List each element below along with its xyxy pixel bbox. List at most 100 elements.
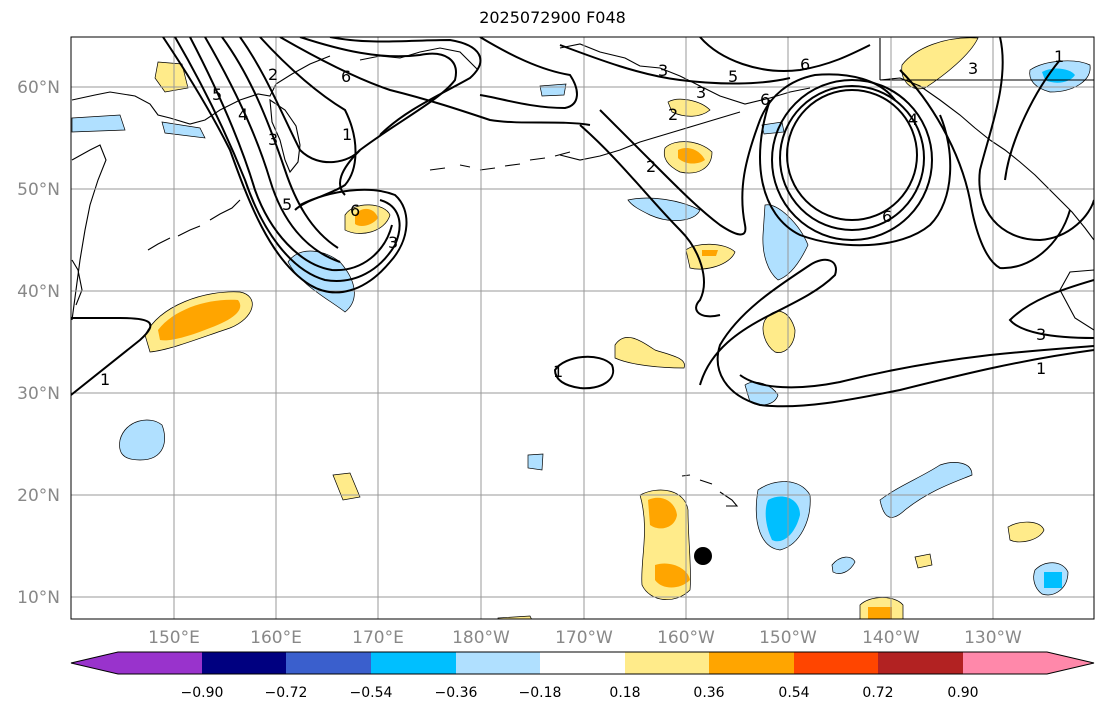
contour-line bbox=[259, 37, 357, 211]
shade-negative-area bbox=[527, 453, 544, 471]
shade-positive-area bbox=[667, 98, 711, 117]
contour-line bbox=[162, 37, 408, 294]
lon-label: 130°W bbox=[964, 628, 1022, 648]
colorbar-segment bbox=[202, 652, 286, 674]
contour-label: 3 bbox=[388, 233, 398, 252]
shade-positive-core bbox=[158, 299, 241, 341]
contour-label: 6 bbox=[800, 55, 810, 74]
colorbar-segment bbox=[794, 652, 878, 674]
contour-line bbox=[479, 37, 578, 110]
colorbar-extend-high bbox=[1047, 652, 1094, 674]
colorbar-segment bbox=[709, 652, 794, 674]
contour-label: 5 bbox=[728, 67, 738, 86]
contour-label: 6 bbox=[882, 207, 892, 226]
colorbar bbox=[70, 651, 1095, 675]
contour-line bbox=[204, 37, 341, 263]
coastlines bbox=[71, 38, 1094, 507]
shade-negative-area bbox=[71, 114, 126, 133]
shade-positive-area bbox=[154, 61, 189, 93]
lat-label: 20°N bbox=[17, 486, 60, 506]
contour-label: 1 bbox=[1054, 47, 1064, 66]
contour-line bbox=[174, 37, 401, 282]
shade-negative-core bbox=[765, 496, 800, 542]
colorbar-tick-label: −0.90 bbox=[181, 685, 224, 701]
contour-line bbox=[329, 37, 482, 136]
contour-label: 1 bbox=[553, 362, 563, 381]
contour-line bbox=[699, 258, 1094, 408]
contour-closed-high bbox=[786, 89, 918, 221]
colorbar-tick-labels: −0.90 −0.72 −0.54 −0.36 −0.18 0.18 0.36 … bbox=[181, 685, 979, 701]
location-marker bbox=[694, 547, 712, 565]
colorbar-tick-label: 0.18 bbox=[609, 685, 640, 701]
lon-label: 160°W bbox=[657, 628, 715, 648]
map-frame bbox=[70, 36, 1095, 620]
gridlines bbox=[71, 37, 1094, 619]
lon-label: 150°W bbox=[759, 628, 817, 648]
contour-line bbox=[739, 345, 1094, 389]
colorbar-segment bbox=[878, 652, 963, 674]
contour-label: 6 bbox=[350, 201, 360, 220]
lon-label: 180°W bbox=[452, 628, 510, 648]
contour-line bbox=[71, 317, 152, 396]
shade-positive-area bbox=[762, 310, 796, 353]
colorbar-segment bbox=[371, 652, 456, 674]
contour-label: 1 bbox=[100, 370, 110, 389]
map-area bbox=[71, 37, 1094, 619]
contour-line bbox=[299, 37, 457, 196]
contour-label: 3 bbox=[1036, 325, 1046, 344]
shade-positive-core bbox=[655, 563, 690, 588]
contour-label: 3 bbox=[968, 59, 978, 78]
contour-line bbox=[1004, 59, 1061, 181]
contour-label: 2 bbox=[646, 157, 656, 176]
colorbar-tick-label: 0.54 bbox=[778, 685, 809, 701]
colorbar-tick-label: 0.90 bbox=[947, 685, 978, 701]
shade-positive-core bbox=[648, 497, 677, 529]
shade-negative-area bbox=[831, 556, 856, 574]
shading-layer bbox=[71, 37, 1091, 619]
contour-closed bbox=[553, 355, 615, 390]
contour-line bbox=[559, 44, 791, 85]
colorbar-tick-label: −0.36 bbox=[435, 685, 478, 701]
shade-positive-core bbox=[678, 148, 705, 164]
contour-line bbox=[221, 37, 339, 249]
shade-positive-area bbox=[332, 472, 361, 501]
colorbar-segment bbox=[540, 652, 625, 674]
map-title: 2025072900 F048 bbox=[479, 8, 626, 27]
shade-positive-core bbox=[702, 250, 718, 256]
coastline-asia bbox=[71, 55, 331, 321]
lon-label: 160°E bbox=[250, 628, 302, 648]
coastline-japan bbox=[71, 259, 83, 306]
shade-negative-area bbox=[539, 83, 567, 97]
contour-label: 4 bbox=[908, 110, 918, 129]
colorbar-tick-label: 0.36 bbox=[693, 685, 724, 701]
lat-label: 10°N bbox=[17, 588, 60, 608]
contour-line bbox=[579, 124, 721, 318]
contour-line bbox=[699, 37, 871, 72]
contour-label: 2 bbox=[668, 105, 678, 124]
contour-label: 3 bbox=[696, 83, 706, 102]
contour-label-group: 6 6 3 2 1 5 4 3 1 2 5 6 3 5 6 3 2 3 1 1 … bbox=[100, 47, 1064, 389]
contour-line bbox=[1008, 279, 1094, 339]
shade-positive-core bbox=[868, 607, 892, 619]
colorbar-tick-label: −0.72 bbox=[265, 685, 308, 701]
colorbar-segment bbox=[625, 652, 709, 674]
lon-label: 170°W bbox=[555, 628, 613, 648]
contour-closed-high bbox=[779, 85, 925, 231]
colorbar-segment bbox=[456, 652, 540, 674]
contour-line bbox=[978, 37, 1094, 242]
contour-line bbox=[189, 37, 393, 272]
colorbar-tick-label: −0.18 bbox=[519, 685, 562, 701]
contour-line bbox=[899, 69, 1071, 270]
coastline-kuril bbox=[147, 199, 241, 251]
colorbar-segment bbox=[963, 652, 1047, 674]
shade-positive-area bbox=[685, 243, 736, 270]
shade-negative-area bbox=[627, 197, 701, 221]
lat-label: 60°N bbox=[17, 78, 60, 98]
shade-positive-area bbox=[614, 337, 685, 369]
contour-label: 3 bbox=[268, 130, 278, 149]
contour-label: 5 bbox=[282, 195, 292, 214]
latitude-labels: 60°N 50°N 40°N 30°N 20°N 10°N bbox=[17, 78, 60, 608]
contour-line bbox=[599, 73, 896, 236]
colorbar-tick-label: −0.54 bbox=[350, 685, 393, 701]
shade-negative-core bbox=[1044, 572, 1062, 588]
